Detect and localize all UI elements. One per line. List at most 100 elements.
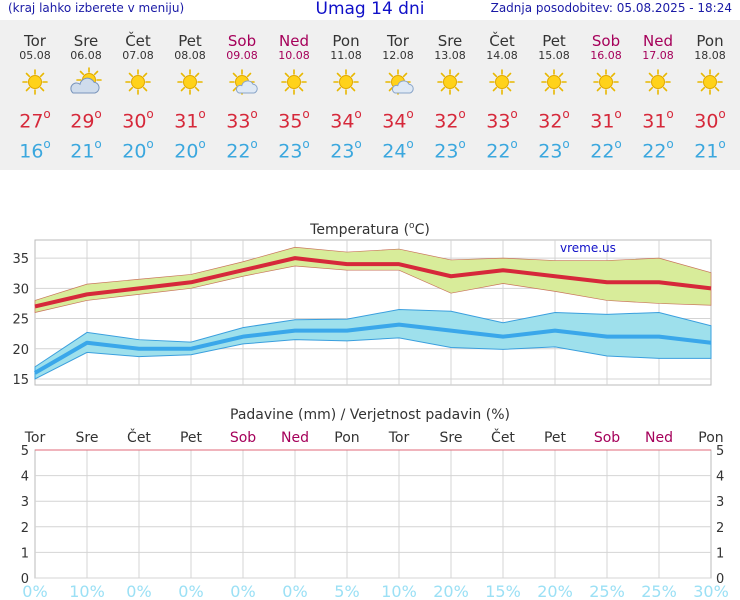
probability-label: 0% bbox=[126, 582, 151, 600]
day-name: Pet bbox=[542, 32, 566, 50]
precipitation-day-label: Sre bbox=[76, 430, 99, 446]
temp-min: 22o bbox=[226, 137, 258, 163]
probability-label: 30% bbox=[693, 582, 729, 600]
temperature-y-tick-label: 35 bbox=[12, 252, 29, 267]
day-date: 17.08 bbox=[642, 49, 674, 62]
day-name: Ned bbox=[643, 32, 673, 50]
min-temp-line bbox=[33, 322, 712, 375]
day-name: Čet bbox=[489, 32, 515, 50]
temp-min: 22o bbox=[642, 137, 674, 163]
precipitation-chart: Padavine (mm) / Verjetnost padavin (%) T… bbox=[21, 407, 729, 600]
watermark: vreme.us bbox=[560, 241, 616, 255]
temperature-y-tick-label: 20 bbox=[12, 343, 29, 358]
precipitation-day-label: Sre bbox=[440, 430, 463, 446]
day-date: 12.08 bbox=[382, 49, 414, 62]
precipitation-day-label: Pet bbox=[544, 430, 567, 446]
temp-min: 22o bbox=[590, 137, 622, 163]
probability-label: 15% bbox=[485, 582, 521, 600]
precipitation-y-tick-label-right: 0 bbox=[716, 572, 724, 587]
day-name: Čet bbox=[125, 32, 151, 50]
precipitation-y-tick-label-left: 3 bbox=[21, 495, 29, 510]
temp-min: 21o bbox=[694, 137, 726, 163]
location-hint: (kraj lahko izberete v meniju) bbox=[8, 1, 185, 15]
temp-max: 32o bbox=[434, 107, 466, 133]
temperature-y-ticks: 15 20 25 30 35 bbox=[12, 252, 29, 388]
precipitation-y-tick-label-left: 4 bbox=[21, 470, 29, 485]
temp-max: 34o bbox=[330, 107, 362, 133]
day-date: 14.08 bbox=[486, 49, 518, 62]
temp-max: 33o bbox=[226, 107, 258, 133]
day-name: Sre bbox=[73, 32, 99, 50]
precipitation-y-tick-label-right: 3 bbox=[716, 495, 724, 510]
temp-max: 31o bbox=[642, 107, 674, 133]
day-card: Pet 08.08 31o 20o bbox=[164, 20, 216, 163]
temp-min: 20o bbox=[174, 137, 206, 163]
precipitation-title: Padavine (mm) / Verjetnost padavin (%) bbox=[230, 407, 510, 423]
precipitation-grid bbox=[35, 449, 711, 579]
day-name: Pon bbox=[696, 32, 724, 50]
temp-max: 31o bbox=[590, 107, 622, 133]
max-temp-line bbox=[34, 256, 712, 309]
probability-label: 10% bbox=[69, 582, 105, 600]
probability-label: 25% bbox=[641, 582, 677, 600]
min-temp-range-band bbox=[34, 308, 712, 380]
precipitation-y-tick-label-right: 1 bbox=[716, 546, 724, 561]
temp-min: 24o bbox=[382, 137, 414, 163]
temperature-y-tick-label: 30 bbox=[12, 282, 29, 297]
temp-max: 32o bbox=[538, 107, 570, 133]
temperature-title: Temperatura (oC) bbox=[309, 221, 430, 238]
precipitation-day-label: Čet bbox=[491, 428, 515, 446]
day-date: 18.08 bbox=[694, 49, 726, 62]
precipitation-day-label: Sob bbox=[230, 430, 256, 446]
day-card: Pon 11.08 34o 23o bbox=[320, 20, 372, 163]
precipitation-y-ticks: 0 0 1 1 2 2 3 3 4 4 5 5 bbox=[21, 444, 725, 587]
temperature-chart: 15 20 25 30 35 Temperatura (oC) vreme.us bbox=[12, 221, 712, 388]
temp-min: 23o bbox=[330, 137, 362, 163]
day-date: 06.08 bbox=[70, 49, 102, 62]
day-card: Sre 06.08 29o 21o bbox=[60, 20, 112, 163]
temp-min: 23o bbox=[434, 137, 466, 163]
precipitation-day-label: Čet bbox=[127, 428, 151, 446]
temperature-y-tick-label: 25 bbox=[12, 313, 29, 328]
last-update: Zadnja posodobitev: 05.08.2025 - 18:24 bbox=[490, 1, 732, 15]
probability-label: 0% bbox=[178, 582, 203, 600]
precipitation-y-tick-label-right: 4 bbox=[716, 470, 724, 485]
day-name: Sob bbox=[227, 32, 257, 50]
day-name: Tor bbox=[387, 32, 409, 50]
probability-label: 20% bbox=[433, 582, 469, 600]
day-card: Čet 14.08 33o 22o bbox=[476, 20, 528, 163]
day-card: Tor 05.08 27o 16o bbox=[9, 20, 61, 163]
precipitation-y-tick-label-left: 5 bbox=[21, 444, 29, 459]
day-date: 07.08 bbox=[122, 49, 154, 62]
day-name: Tor bbox=[24, 32, 46, 50]
day-card: Sob 09.08 33o 22o bbox=[216, 20, 268, 163]
precipitation-day-label: Pon bbox=[334, 430, 359, 446]
day-date: 09.08 bbox=[226, 49, 258, 62]
day-date: 15.08 bbox=[538, 49, 570, 62]
max-temp-range-band bbox=[34, 246, 712, 313]
precipitation-y-tick-label-left: 0 bbox=[21, 572, 29, 587]
temp-min: 23o bbox=[538, 137, 570, 163]
day-name: Sob bbox=[591, 32, 621, 50]
daily-forecast-strip: Tor 05.08 27o 16o Sre 06.08 29o 21o Čet … bbox=[0, 20, 740, 170]
temp-max: 34o bbox=[382, 107, 414, 133]
precipitation-day-label: Tor bbox=[388, 430, 410, 446]
temp-min: 22o bbox=[486, 137, 518, 163]
day-name: Pon bbox=[332, 32, 360, 50]
probability-label: 0% bbox=[230, 582, 255, 600]
temp-min: 23o bbox=[278, 137, 310, 163]
day-name: Ned bbox=[279, 32, 309, 50]
day-date: 11.08 bbox=[330, 49, 362, 62]
precipitation-y-tick-label-left: 2 bbox=[21, 521, 29, 536]
page-title: Umag 14 dni bbox=[315, 0, 425, 19]
day-card: Sob 16.08 31o 22o bbox=[580, 20, 632, 163]
temp-min: 16o bbox=[19, 137, 51, 163]
precipitation-y-tick-label-right: 5 bbox=[716, 444, 724, 459]
temp-max: 30o bbox=[694, 107, 726, 133]
temp-max: 27o bbox=[19, 107, 51, 133]
precipitation-day-labels: Tor Sre Čet Pet Sob Ned Pon Tor Sre Čet Pet Sob Ned P… bbox=[24, 428, 724, 446]
day-date: 10.08 bbox=[278, 49, 310, 62]
probability-label: 5% bbox=[334, 582, 359, 600]
precipitation-y-tick-label-right: 2 bbox=[716, 521, 724, 536]
